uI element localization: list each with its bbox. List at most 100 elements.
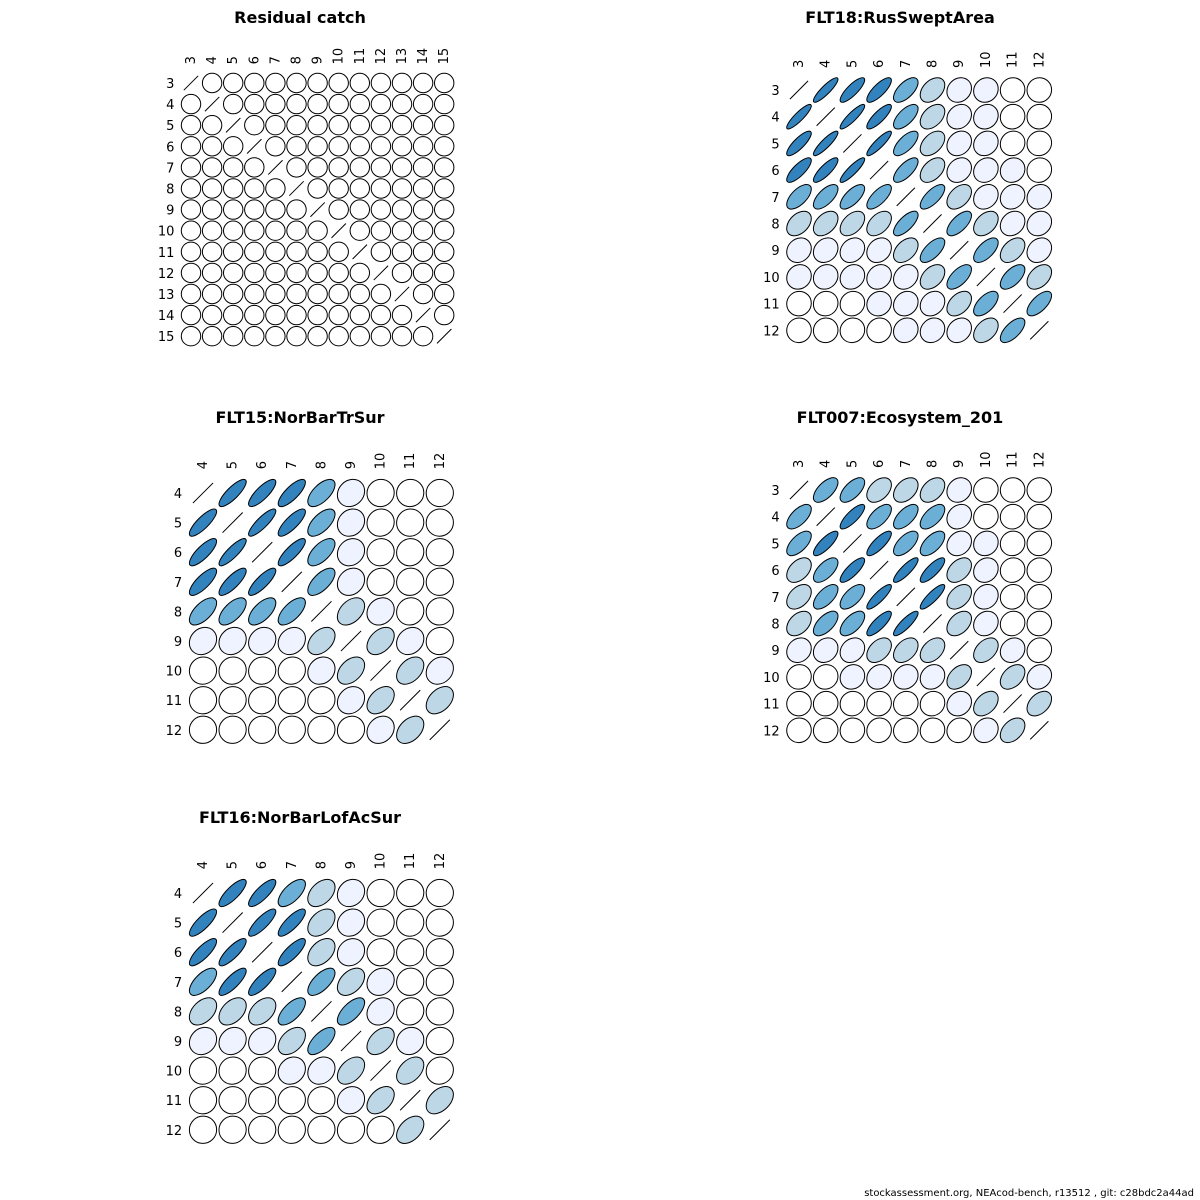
correlation-ellipse (999, 610, 1026, 637)
diagonal-line (183, 75, 199, 91)
column-age-label: 5 (226, 56, 241, 64)
correlation-ellipse (286, 114, 307, 136)
correlation-ellipse (391, 136, 413, 157)
row-age-label: 12 (763, 724, 780, 739)
correlation-ellipse (1026, 157, 1053, 183)
correlation-ellipse (265, 262, 286, 284)
diagonal-line (949, 240, 969, 260)
row-age-label: 15 (158, 330, 175, 345)
correlation-ellipse (349, 262, 371, 284)
correlation-ellipse (396, 967, 425, 996)
correlation-ellipse (307, 72, 328, 94)
correlation-ellipse (786, 690, 812, 717)
correlation-ellipse (396, 1115, 425, 1144)
row-age-label: 4 (166, 98, 174, 113)
correlation-ellipse (188, 908, 218, 937)
column-age-label: 7 (285, 461, 300, 469)
correlation-ellipse (188, 656, 218, 685)
column-age-label: 14 (416, 48, 431, 65)
correlation-ellipse (786, 557, 812, 583)
correlation-ellipse (222, 178, 244, 199)
column-age-label: 10 (332, 48, 347, 65)
correlation-ellipse (946, 584, 972, 610)
correlation-ellipse (893, 690, 919, 717)
diagonal-line (225, 117, 241, 133)
correlation-ellipse (433, 220, 455, 241)
correlation-ellipse (180, 220, 202, 241)
correlation-ellipse (433, 72, 455, 94)
diagonal-line (288, 180, 305, 197)
correlation-ellipse (1026, 290, 1053, 317)
correlation-ellipse (248, 1026, 277, 1056)
row-age-label: 7 (771, 191, 779, 206)
correlation-ellipse (244, 220, 265, 241)
correlation-ellipse (812, 584, 839, 610)
correlation-ellipse (265, 325, 286, 347)
correlation-ellipse (866, 477, 892, 503)
correlation-ellipse (412, 114, 434, 136)
correlation-ellipse (222, 72, 244, 94)
correlation-ellipse (786, 237, 812, 263)
correlation-ellipse (265, 72, 286, 94)
correlation-ellipse (307, 136, 328, 157)
row-age-label: 11 (158, 246, 175, 261)
correlation-ellipse (265, 220, 286, 241)
correlation-ellipse (839, 210, 866, 237)
correlation-ellipse (336, 1115, 366, 1144)
correlation-ellipse (893, 290, 919, 317)
correlation-ellipse (786, 103, 812, 130)
correlation-ellipse (265, 114, 286, 136)
correlation-ellipse (180, 241, 202, 263)
correlation-ellipse (919, 584, 946, 610)
correlation-ellipse (307, 656, 336, 685)
correlation-ellipse (201, 262, 223, 284)
correlation-ellipse (839, 637, 866, 663)
correlation-ellipse (973, 184, 999, 210)
correlation-ellipse (812, 557, 839, 583)
correlation-ellipse (370, 114, 392, 136)
column-age-label: 5 (226, 461, 241, 469)
correlation-ellipse (222, 325, 244, 347)
column-age-label: 12 (1032, 51, 1047, 68)
correlation-ellipse (370, 157, 392, 178)
row-age-label: 5 (174, 917, 182, 932)
correlation-ellipse (396, 878, 425, 908)
correlation-ellipse (812, 477, 839, 503)
column-age-label: 5 (845, 60, 860, 68)
diagonal-line (816, 107, 836, 127)
correlation-ellipse (188, 997, 218, 1026)
row-age-label: 5 (771, 137, 779, 152)
correlation-ellipse (412, 72, 434, 94)
correlation-ellipse (425, 478, 454, 508)
correlation-ellipse (839, 157, 866, 183)
correlation-ellipse (277, 1115, 306, 1144)
correlation-ellipse (1026, 557, 1053, 583)
correlation-ellipse (244, 157, 265, 178)
correlation-ellipse (973, 157, 999, 183)
correlation-ellipse (248, 597, 277, 626)
correlation-ellipse (999, 317, 1026, 344)
column-age-label: 8 (314, 861, 329, 869)
correlation-ellipse (786, 290, 812, 317)
correlation-ellipse (307, 1056, 336, 1085)
correlation-ellipse (277, 1026, 306, 1056)
correlation-ellipse (425, 508, 454, 537)
column-age-label: 3 (184, 56, 199, 64)
column-age-label: 6 (872, 60, 887, 68)
correlation-ellipse (433, 199, 455, 220)
row-age-label: 4 (174, 487, 182, 502)
corr-panel-4: FLT007:Ecosystem_201 3 4 5 6 7 8 9 10 11 12 3 4 5 6 7 8 9… (763, 408, 1053, 744)
correlation-ellipse (812, 317, 839, 344)
correlation-ellipse (999, 584, 1026, 610)
column-age-label: 8 (290, 56, 305, 64)
correlation-ellipse (286, 199, 307, 220)
correlation-ellipse (412, 157, 434, 178)
row-age-label: 8 (166, 183, 174, 198)
correlation-ellipse (1026, 584, 1053, 610)
column-age-label: 7 (268, 56, 283, 64)
column-age-label: 15 (437, 48, 452, 65)
correlation-ellipse (244, 114, 265, 136)
correlation-ellipse (839, 584, 866, 610)
correlation-ellipse (839, 290, 866, 317)
correlation-ellipse (919, 77, 946, 103)
